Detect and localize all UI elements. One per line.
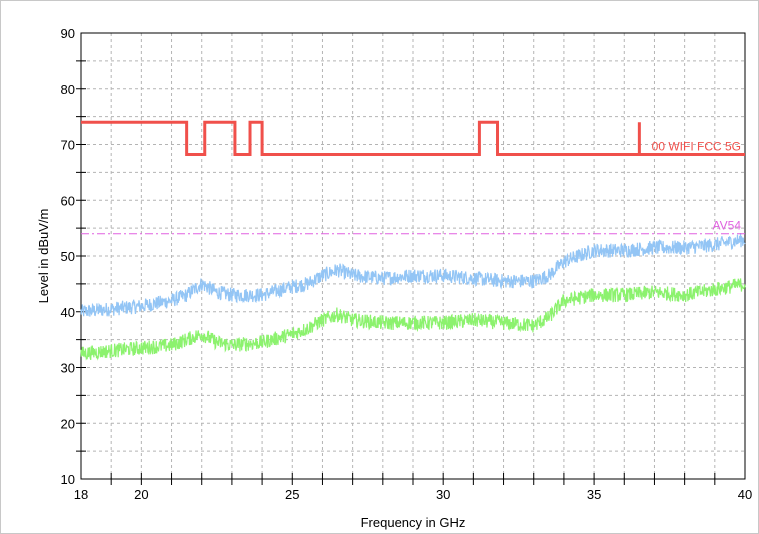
limit-label-peak: 00 WIFI FCC 5G <box>652 140 741 154</box>
axis-labels: 18 20 25 30 35 40 10 20 30 40 50 60 70 80 90 <box>61 26 753 502</box>
y-tick-label: 60 <box>61 193 75 208</box>
y-axis-title: Level in dBuV/m <box>36 209 51 304</box>
y-tick-label: 50 <box>61 249 75 264</box>
series-avg-trace <box>80 278 746 361</box>
series-peak-trace <box>80 233 746 317</box>
y-tick-label: 30 <box>61 361 75 376</box>
x-axis-title: Frequency in GHz <box>361 515 466 530</box>
y-tick-label: 70 <box>61 138 75 153</box>
x-tick-label: 30 <box>436 487 450 502</box>
y-tick-label: 90 <box>61 26 75 41</box>
x-tick-label: 35 <box>587 487 601 502</box>
x-tick-label: 25 <box>285 487 299 502</box>
axis-ticks <box>76 60 716 485</box>
y-tick-label: 20 <box>61 416 75 431</box>
traces <box>80 233 746 361</box>
x-tick-label: 18 <box>74 487 88 502</box>
y-tick-label: 40 <box>61 305 75 320</box>
limit-lines: 00 WIFI FCC 5G AV54 <box>81 120 745 235</box>
x-tick-label: 40 <box>738 487 752 502</box>
x-tick-label: 20 <box>134 487 148 502</box>
limit-line-peak <box>81 120 745 157</box>
y-tick-label: 80 <box>61 82 75 97</box>
y-tick-label: 10 <box>61 472 75 487</box>
limit-label-average: AV54 <box>713 219 742 233</box>
grid <box>81 33 745 479</box>
